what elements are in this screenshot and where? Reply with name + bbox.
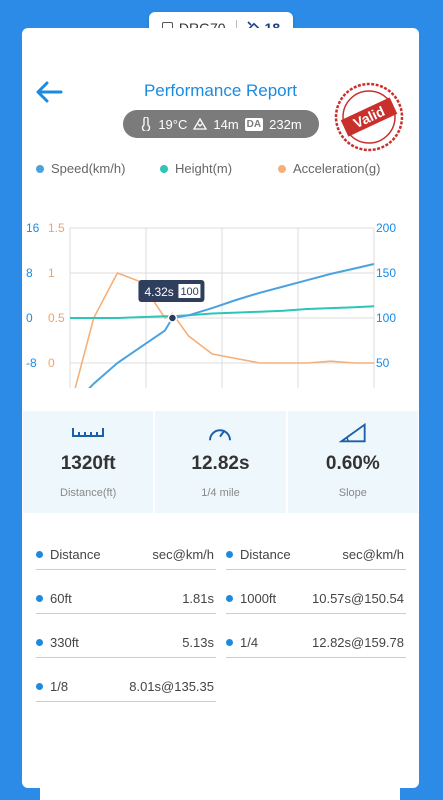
tooltip-value: 100 (180, 286, 198, 298)
y-left-inner-tick: 1.5 (48, 221, 65, 235)
density-altitude: 232m (269, 116, 302, 132)
density-altitude-label: DA (244, 117, 264, 131)
y-left-outer-tick: 16 (26, 221, 40, 235)
ruler-icon (72, 428, 105, 437)
tooltip-marker (167, 313, 178, 323)
y-left-inner-tick: 0 (48, 356, 55, 370)
legend-height[interactable]: Height(m) (160, 161, 232, 176)
summary-stats: 1320ft Distance(ft) 12.82s 1/4 mile 0.60… (22, 410, 419, 514)
stat-distance-value: 1320ft (60, 453, 116, 474)
table-header-row: Distance sec@km/h Distance sec@km/h (22, 540, 419, 584)
conditions-pill: 19°C 14m DA 232m (123, 110, 319, 138)
stat-slope: 0.60% Slope (286, 410, 419, 514)
y-right-tick: 100 (376, 311, 396, 325)
stat-slope-label: Slope (338, 487, 367, 499)
performance-chart[interactable]: 1680-8-161.510.50-0.52001501005004.32s10… (22, 188, 419, 388)
y-right-tick: 200 (376, 221, 396, 235)
y-left-outer-tick: 0 (26, 311, 33, 325)
legend-speed[interactable]: Speed(km/h) (36, 161, 125, 176)
mountain-icon (193, 118, 208, 130)
y-left-outer-tick: 8 (26, 266, 33, 280)
stat-slope-value: 0.60% (325, 453, 380, 474)
y-left-inner-tick: 1 (48, 266, 55, 280)
stat-time: 12.82s 1/4 mile (154, 410, 287, 514)
y-left-inner-tick: 0.5 (48, 311, 65, 325)
series-height-line (70, 305, 375, 319)
temperature: 19°C (158, 116, 188, 132)
table-row: 330ft 5.13s 1/4 12.82s@159.78 (22, 628, 419, 672)
table-row: 60ft 1.81s 1000ft 10.57s@150.54 (22, 584, 419, 628)
table-row: 1/8 8.01s@135.35 (22, 672, 419, 716)
back-arrow-icon[interactable] (34, 80, 64, 104)
y-left-outer-tick: -8 (26, 356, 37, 370)
y-right-tick: 50 (376, 356, 390, 370)
series-acceleration-line (74, 272, 374, 388)
stat-time-label: 1/4 mile (201, 487, 240, 499)
y-right-tick: 150 (376, 266, 396, 280)
page-title: Performance Report (143, 81, 298, 100)
report-card: Performance Report Valid 19°C 14m DA 232… (22, 28, 419, 788)
tooltip-time: 4.32s (144, 285, 173, 299)
series-speed-line (88, 263, 375, 388)
valid-stamp: Valid (334, 82, 404, 152)
thermometer-icon (142, 117, 151, 131)
chart-tooltip: 4.32s 100 (138, 280, 205, 302)
bottom-edge (40, 788, 400, 800)
altitude: 14m (213, 116, 239, 132)
stat-distance: 1320ft Distance(ft) (22, 410, 155, 514)
stat-time-value: 12.82s (191, 453, 250, 474)
stat-distance-label: Distance(ft) (60, 487, 117, 499)
slope-icon (338, 423, 366, 443)
speedometer-icon (209, 429, 232, 441)
legend-acceleration[interactable]: Acceleration(g) (278, 161, 380, 176)
